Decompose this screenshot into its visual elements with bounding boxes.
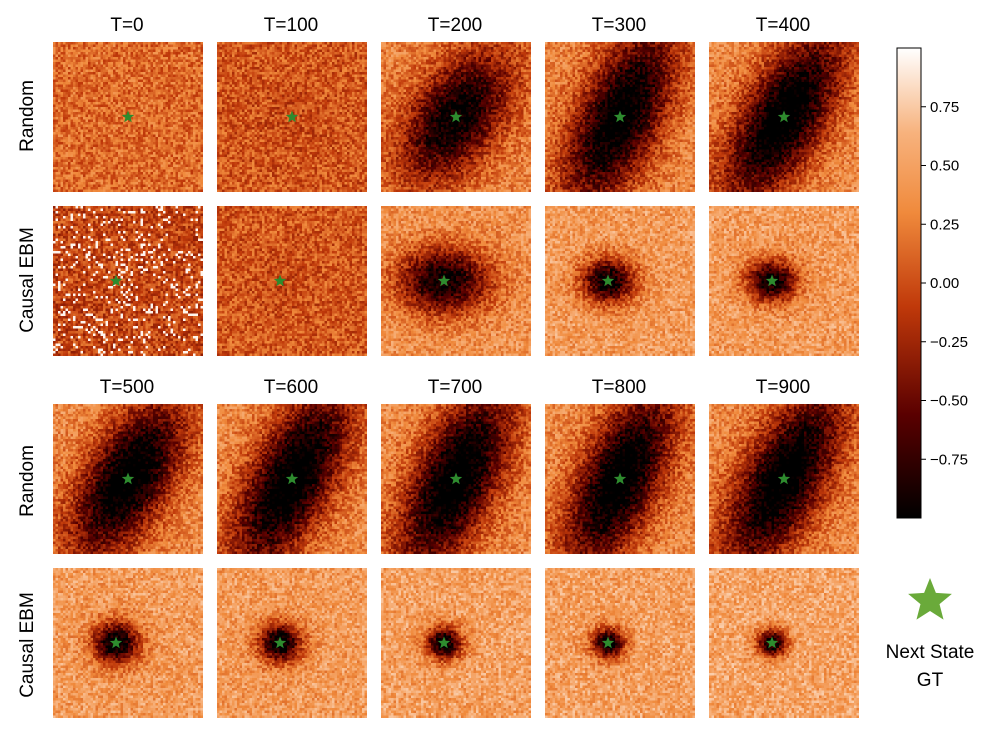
next-state-star-icon (285, 110, 299, 123)
heatmap-panel (217, 42, 367, 192)
column-title: T=300 (592, 15, 646, 36)
heatmap-panel (53, 206, 203, 356)
column-title: T=900 (756, 377, 810, 398)
heatmap-panel-image (217, 206, 367, 356)
heatmap-panel (545, 206, 695, 356)
heatmap-panel (217, 568, 367, 718)
next-state-star-icon (765, 274, 779, 287)
heatmap-panel (545, 568, 695, 718)
legend-star-icon (908, 578, 952, 620)
next-state-star-icon (601, 274, 615, 287)
next-state-star-icon (449, 110, 463, 123)
heatmap-panel (53, 42, 203, 192)
heatmap-panel (545, 42, 695, 192)
colorbar-gradient (896, 47, 922, 519)
column-title: T=700 (428, 377, 482, 398)
heatmap-panel (217, 206, 367, 356)
next-state-star-icon (437, 636, 451, 649)
next-state-star-icon (285, 472, 299, 485)
heatmap-panel (709, 568, 859, 718)
heatmap-panel-image (545, 206, 695, 356)
next-state-star-icon (121, 472, 135, 485)
row-labels: Random Causal EBM Random Causal EBM (17, 80, 38, 698)
next-state-star-icon (109, 636, 123, 649)
heatmap-panel-image (217, 568, 367, 718)
column-title: T=0 (110, 15, 143, 36)
legend-label-line1: Next State (886, 642, 975, 663)
column-titles-bottom: T=500 T=600 T=700 T=800 T=900 (100, 377, 810, 398)
column-title: T=600 (264, 377, 318, 398)
heatmap-panels (53, 42, 859, 718)
column-title: T=200 (428, 15, 482, 36)
heatmap-panel-image (53, 568, 203, 718)
heatmap-panel (217, 404, 367, 554)
row-label: Causal EBM (17, 592, 38, 698)
next-state-star-icon (601, 636, 615, 649)
next-state-star-icon (613, 110, 627, 123)
colorbar-ticks: 0.75 0.50 0.25 0.00 −0.25 −0.50 −0.75 (921, 99, 968, 468)
heatmap-panel (381, 568, 531, 718)
colorbar-tick-label: −0.75 (930, 451, 968, 468)
column-title: T=100 (264, 15, 318, 36)
heatmap-panel (381, 206, 531, 356)
column-title: T=500 (100, 377, 154, 398)
column-title: T=800 (592, 377, 646, 398)
row-label: Causal EBM (17, 227, 38, 333)
colorbar-tick-label: 0.75 (930, 99, 959, 116)
colorbar: 0.75 0.50 0.25 0.00 −0.25 −0.50 −0.75 (896, 47, 968, 519)
colorbar-tick-label: −0.50 (930, 393, 968, 410)
heatmap-panel (381, 42, 531, 192)
row-label: Random (17, 445, 38, 517)
colorbar-tick-label: −0.25 (930, 334, 968, 351)
next-state-star-icon (121, 110, 135, 123)
colorbar-tick-label: 0.50 (930, 158, 959, 175)
colorbar-tick-label: 0.00 (930, 275, 959, 292)
column-titles-top: T=0 T=100 T=200 T=300 T=400 (110, 15, 810, 36)
next-state-star-icon (449, 472, 463, 485)
heatmap-panel (381, 404, 531, 554)
colorbar-tick-label: 0.25 (930, 216, 959, 233)
next-state-star-icon (109, 274, 123, 287)
next-state-star-icon (777, 110, 791, 123)
next-state-star-icon (273, 274, 287, 287)
heatmap-panel (709, 404, 859, 554)
heatmap-panel (709, 42, 859, 192)
next-state-star-icon (765, 636, 779, 649)
heatmap-panel-image (709, 568, 859, 718)
row-label: Random (17, 80, 38, 152)
next-state-star-icon (613, 472, 627, 485)
heatmap-panel-image (545, 568, 695, 718)
heatmap-panel-image (381, 568, 531, 718)
next-state-star-icon (777, 472, 791, 485)
heatmap-panel (53, 404, 203, 554)
next-state-star-icon (273, 636, 287, 649)
heatmap-panel-image (53, 206, 203, 356)
heatmap-panel-image (709, 206, 859, 356)
heatmap-panel (709, 206, 859, 356)
legend-label-line2: GT (917, 670, 944, 691)
heatmap-panel (545, 404, 695, 554)
next-state-star-icon (437, 274, 451, 287)
legend: Next State GT (886, 578, 975, 691)
heatmap-panel (53, 568, 203, 718)
column-title: T=400 (756, 15, 810, 36)
heatmap-panel-image (381, 206, 531, 356)
